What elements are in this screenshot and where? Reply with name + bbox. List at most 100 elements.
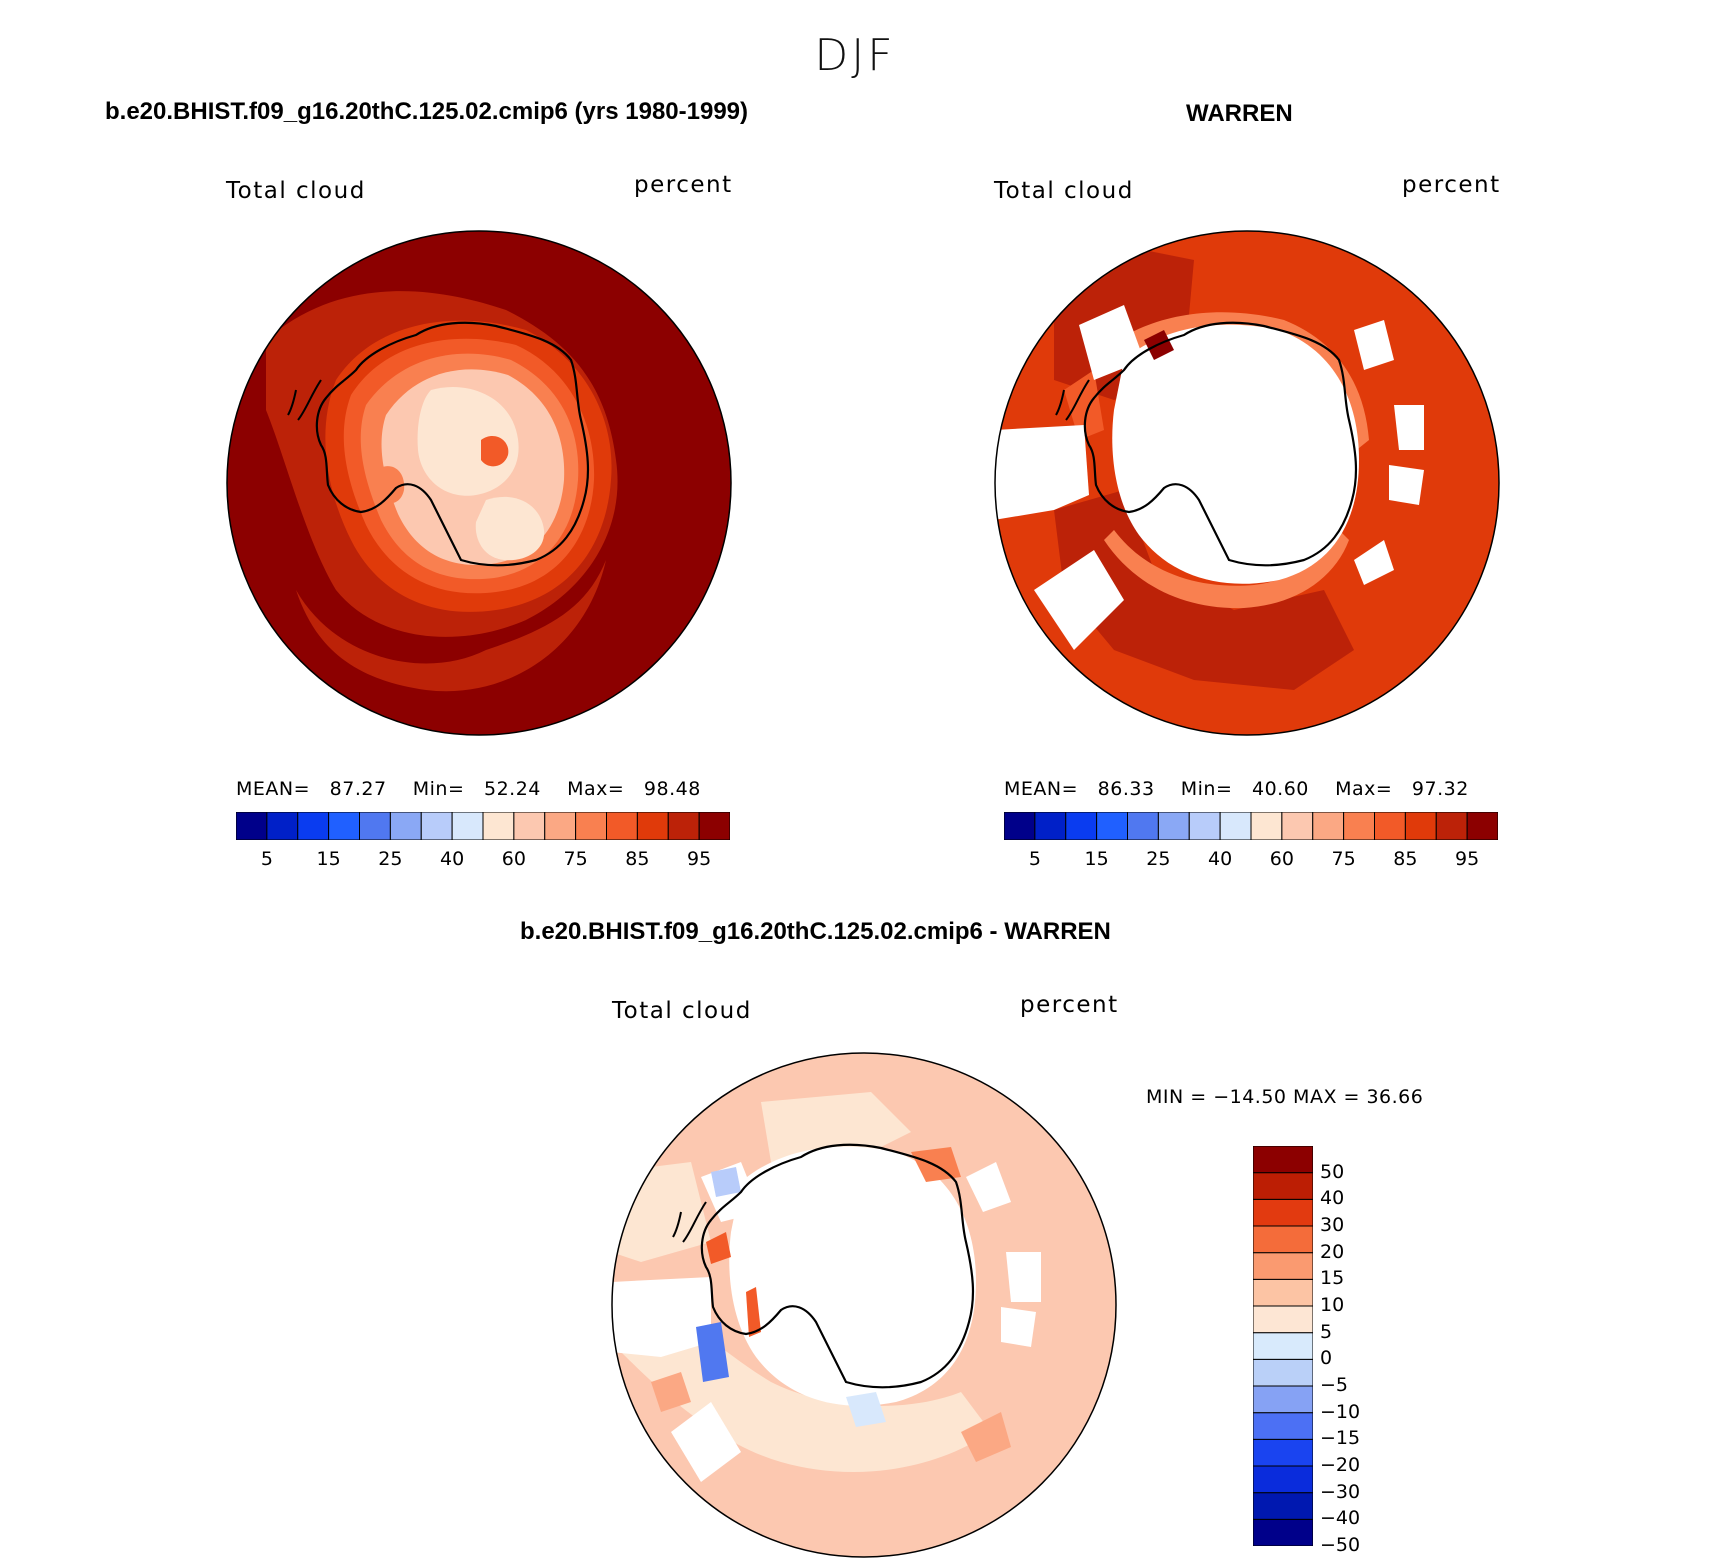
panel1-stats: MEAN= 87.27 Min= 52.24 Max= 98.48 (236, 778, 701, 800)
panel1-contour-band (376, 466, 405, 504)
colorbar-swatch (1065, 812, 1098, 840)
colorbar-swatch (1466, 812, 1498, 840)
panel2-units-label: percent (1402, 172, 1501, 198)
panel2-colorbar-ticks: 5 15 25 40 60 75 85 95 (1004, 848, 1498, 872)
panel3-colorbar (1253, 1146, 1313, 1546)
panel2-missing-data (1354, 540, 1394, 585)
colorbar-tick-label: 0 (1320, 1347, 1333, 1370)
colorbar-tick-label: 95 (1455, 848, 1480, 870)
colorbar-swatch (1253, 1332, 1313, 1360)
panel3-contour-band (696, 1322, 729, 1382)
panel2-stats: MEAN= 86.33 Min= 40.60 Max= 97.32 (1004, 778, 1469, 800)
colorbar-tick-label: 10 (1320, 1294, 1345, 1316)
panel1-variable-label: Total cloud (226, 178, 366, 204)
panel3-missing-data (729, 1146, 976, 1406)
colorbar-tick-label: 15 (1084, 848, 1109, 870)
panel3-missing-data (966, 1162, 1011, 1212)
panel1-coastline-peninsula (287, 379, 322, 421)
colorbar-swatch (667, 812, 700, 840)
colorbar-swatch (1253, 1305, 1313, 1334)
panel3-variable-label: Total cloud (612, 998, 752, 1024)
colorbar-swatch (359, 812, 391, 840)
colorbar-tick-label: 60 (501, 848, 526, 870)
colorbar-swatch (1253, 1146, 1313, 1174)
panel2-mean: 86.33 (1097, 778, 1155, 800)
colorbar-swatch (236, 812, 268, 840)
colorbar-swatch (1374, 812, 1406, 840)
colorbar-swatch (1253, 1278, 1313, 1307)
panel2-variable-label: Total cloud (994, 178, 1134, 204)
colorbar-tick-label: −15 (1320, 1427, 1361, 1450)
colorbar-swatch (544, 812, 577, 840)
colorbar-swatch (513, 812, 546, 840)
panel3-contour-band (961, 1412, 1011, 1462)
panel3-colorbar-ticks: 50 40 30 20 15 10 5 0 −5 −10 −15 −20 −30 −40 −50 (1318, 1146, 1398, 1556)
colorbar-swatch (1034, 812, 1067, 840)
panel2-missing-data (1079, 305, 1144, 380)
colorbar-swatch (451, 812, 484, 840)
panel3-coastline (700, 1143, 975, 1389)
colorbar-swatch (1253, 1225, 1313, 1254)
colorbar-swatch (1281, 812, 1314, 840)
panel1-min: 52.24 (484, 778, 541, 800)
panel1-colorbar (236, 812, 730, 840)
panel2-contour-band (1064, 370, 1104, 440)
colorbar-tick-label: 50 (1320, 1160, 1345, 1183)
colorbar-swatch (1253, 1172, 1313, 1200)
panel3-contour-band (651, 1372, 691, 1412)
panel2-coastline-peninsula (1055, 379, 1090, 421)
panel1-max: 98.48 (643, 778, 701, 800)
panel2-coastline (1083, 321, 1358, 567)
colorbar-swatch (1096, 812, 1128, 840)
colorbar-swatch (1253, 1438, 1313, 1467)
panel3-contour-band (706, 1232, 731, 1264)
colorbar-swatch (1188, 812, 1221, 840)
colorbar-swatch (575, 812, 607, 840)
colorbar-tick-label: 85 (1393, 848, 1418, 870)
colorbar-tick-label: −50 (1320, 1534, 1361, 1556)
panel3-missing-data (671, 1402, 741, 1482)
colorbar-swatch (266, 812, 299, 840)
colorbar-swatch (389, 812, 422, 840)
colorbar-swatch (482, 812, 515, 840)
season-title: DJF (814, 30, 896, 81)
panel1-title: b.e20.BHIST.f09_g16.20thC.125.02.cmip6 (… (105, 98, 749, 125)
panel3-units-label: percent (1020, 992, 1119, 1018)
panel1-map-border (226, 230, 732, 736)
colorbar-tick-label: 25 (378, 848, 403, 870)
panel3-minmax: MIN = −14.50 MAX = 36.66 (1146, 1086, 1424, 1108)
panel3-contour-band (846, 1392, 886, 1427)
panel2-missing-data (1354, 320, 1394, 370)
panel2-colorbar (1004, 812, 1498, 840)
colorbar-swatch (297, 812, 330, 840)
colorbar-swatch (1343, 812, 1375, 840)
colorbar-tick-label: 40 (1320, 1187, 1345, 1210)
panel3-contour-band (746, 1287, 761, 1337)
panel2-missing-data (1389, 465, 1424, 505)
colorbar-tick-label: 30 (1320, 1214, 1345, 1236)
panel3-title: b.e20.BHIST.f09_g16.20thC.125.02.cmip6 -… (520, 918, 1111, 945)
panel2-polar-map (994, 230, 1500, 736)
colorbar-tick-label: −20 (1320, 1454, 1361, 1476)
colorbar-swatch (328, 812, 360, 840)
panel2-contour-band (1104, 530, 1349, 609)
panel1-contour-band (296, 560, 606, 692)
colorbar-tick-label: 75 (563, 848, 588, 870)
colorbar-swatch (1435, 812, 1468, 840)
panel3-contour-band (711, 1167, 741, 1197)
panel2-map-border (994, 230, 1500, 736)
colorbar-tick-label: 40 (440, 848, 465, 870)
colorbar-swatch (698, 812, 730, 840)
colorbar-swatch (1253, 1198, 1313, 1227)
panel2-missing-data (1034, 550, 1124, 650)
panel1-contour-band (481, 435, 509, 467)
colorbar-tick-label: −30 (1320, 1480, 1361, 1503)
colorbar-swatch (1253, 1518, 1313, 1546)
colorbar-tick-label: 25 (1146, 848, 1171, 870)
colorbar-swatch (1253, 1465, 1313, 1494)
panel1-contour-band (417, 386, 519, 496)
colorbar-swatch (606, 812, 638, 840)
colorbar-tick-label: 5 (1028, 848, 1041, 870)
colorbar-tick-label: −10 (1320, 1400, 1361, 1423)
colorbar-tick-label: 75 (1331, 848, 1356, 870)
